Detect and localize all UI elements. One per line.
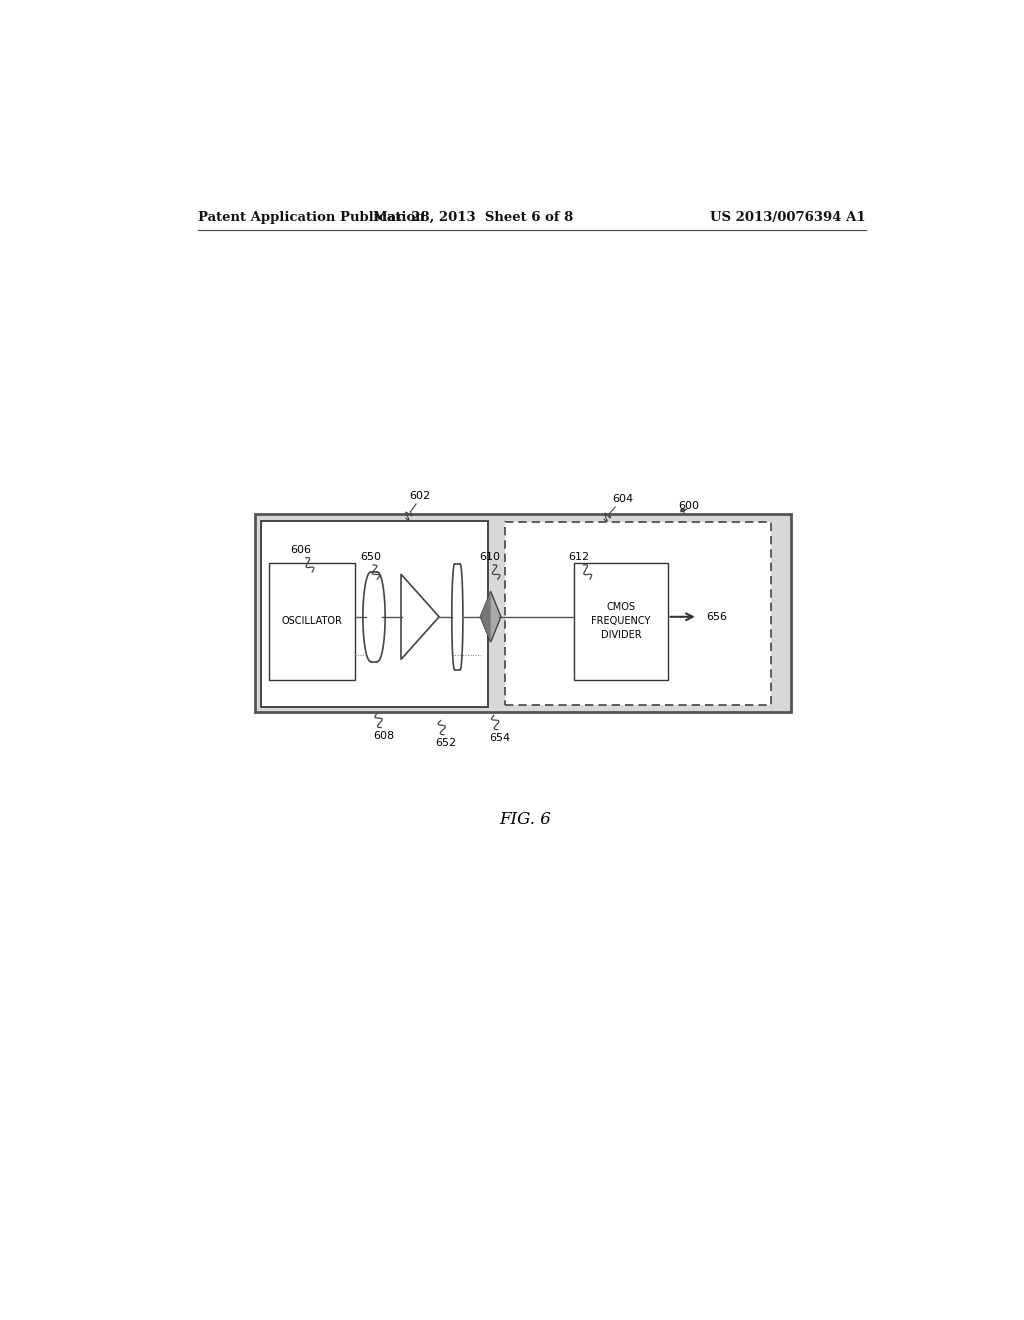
Text: 654: 654	[489, 733, 511, 743]
Text: 652: 652	[435, 738, 456, 748]
Bar	[505, 523, 771, 705]
Bar	[261, 521, 487, 708]
Polygon shape	[480, 591, 501, 643]
Text: CMOS
FREQUENCY
DIVIDER: CMOS FREQUENCY DIVIDER	[591, 602, 650, 640]
Text: 610: 610	[479, 552, 501, 562]
Polygon shape	[401, 574, 439, 660]
Text: 604: 604	[612, 494, 634, 504]
Text: 608: 608	[373, 731, 394, 741]
Bar	[255, 515, 791, 713]
Text: OSCILLATOR: OSCILLATOR	[282, 616, 343, 627]
Text: FIG. 6: FIG. 6	[499, 810, 551, 828]
Bar	[574, 562, 668, 680]
Text: US 2013/0076394 A1: US 2013/0076394 A1	[711, 211, 866, 224]
Bar	[269, 562, 355, 680]
Text: 602: 602	[410, 491, 431, 500]
Text: Mar. 28, 2013  Sheet 6 of 8: Mar. 28, 2013 Sheet 6 of 8	[373, 211, 573, 224]
Text: Patent Application Publication: Patent Application Publication	[198, 211, 425, 224]
Text: 600: 600	[678, 502, 698, 511]
Text: 612: 612	[568, 552, 590, 562]
Text: 656: 656	[707, 611, 727, 622]
Text: 606: 606	[291, 545, 311, 554]
Polygon shape	[480, 591, 490, 643]
Text: 650: 650	[360, 552, 381, 562]
